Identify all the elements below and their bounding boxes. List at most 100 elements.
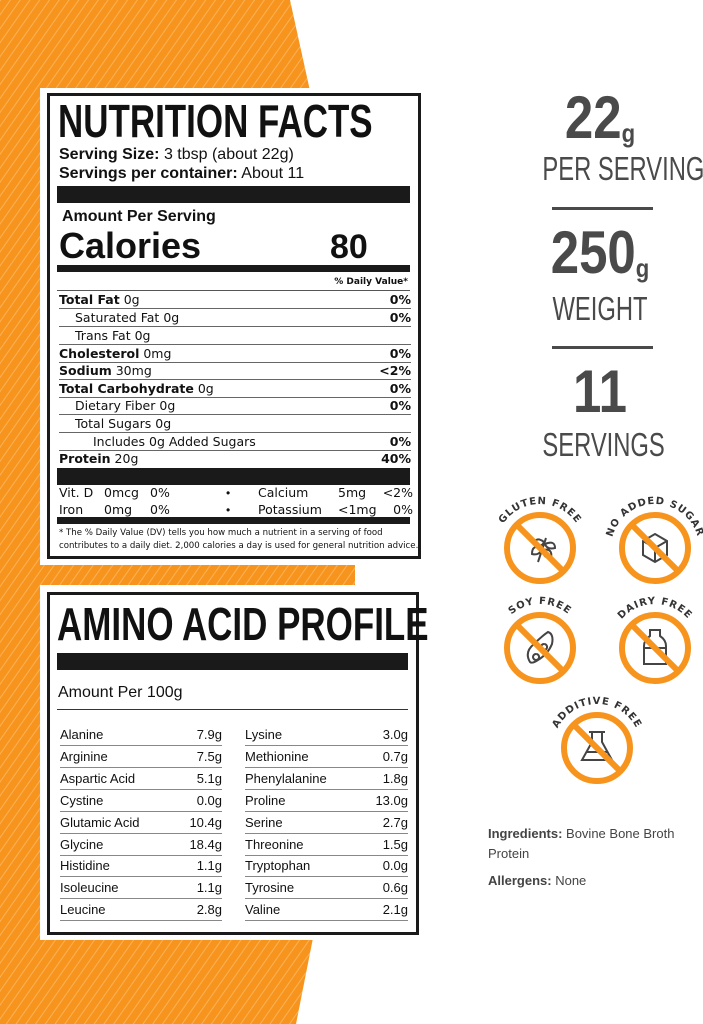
footnote-line-2: contributes to a daily diet. 2,000 calor… — [59, 541, 419, 551]
prohibition-slash-icon — [571, 722, 623, 774]
nutrient-name: Includes 0g Added Sugars — [93, 435, 256, 449]
amino-acid-amount: 0.6g — [382, 880, 408, 896]
nutrient-amount: 0g — [134, 328, 151, 343]
nutrient-daily-value: 0% — [389, 381, 411, 396]
micronutrient-amount: 0mg — [104, 502, 133, 517]
stat-number: 250 — [550, 219, 636, 286]
amino-acid-amount: 2.8g — [196, 902, 222, 918]
row-divider — [245, 766, 408, 768]
serving-size-label: Serving Size: — [59, 146, 160, 163]
nutrient-amount: 0g — [155, 416, 172, 431]
amino-acid-amount: 18.4g — [189, 836, 222, 852]
nutrient-label: Cholesterol — [59, 346, 140, 361]
nutrient-amount: 0g — [163, 310, 180, 325]
stat-label: WEIGHT — [552, 290, 648, 327]
nutrient-name: Saturated Fat 0g — [75, 311, 179, 325]
amino-acid-row: Serine 2.7g — [245, 812, 408, 834]
nutrient-label: Protein — [59, 451, 111, 466]
daily-value-header: % Daily Value* — [334, 277, 408, 287]
row-divider — [60, 832, 222, 834]
amino-acid-row: Aspartic Acid 5.1g — [60, 768, 222, 790]
prohibition-slash-icon — [514, 522, 566, 574]
nutrient-row: Dietary Fiber 0g 0% — [59, 397, 411, 415]
ingredients-label: Ingredients: — [488, 826, 563, 841]
amount-per-100g: Amount Per 100g — [58, 684, 183, 701]
row-divider — [245, 898, 408, 900]
medium-divider — [57, 517, 410, 524]
thick-divider — [57, 186, 410, 203]
prohibition-circle-icon — [504, 512, 576, 584]
row-divider — [59, 326, 411, 327]
amino-acid-row: Tryptophan 0.0g — [245, 855, 408, 878]
nutrient-name: Total Sugars 0g — [75, 417, 171, 431]
nutrient-amount: 0mg — [143, 346, 172, 361]
amino-acid-name: Alanine — [60, 727, 104, 742]
divider — [57, 709, 408, 710]
nutrient-row: Trans Fat 0g — [59, 327, 411, 345]
row-divider — [59, 432, 411, 433]
amino-acid-amount: 0.0g — [382, 858, 408, 874]
nutrient-row: Cholesterol 0mg 0% — [59, 345, 411, 363]
amino-acid-name: Proline — [245, 792, 286, 808]
calories-label: Calories — [59, 225, 202, 266]
nutrient-label: Total Fat — [59, 292, 120, 307]
amino-acid-row: Threonine 1.5g — [245, 834, 408, 856]
row-divider — [245, 832, 408, 834]
amino-acid-row: Histidine 1.1g — [60, 855, 222, 878]
amino-acid-amount: 1.8g — [382, 770, 408, 786]
nutrient-row: Protein 20g 40% — [59, 450, 411, 468]
row-divider — [245, 745, 408, 746]
micronutrient-amount2: 5mg — [338, 485, 367, 500]
stat-unit: g — [635, 253, 650, 283]
amino-acid-name: Glutamic Acid — [60, 814, 140, 830]
amino-acid-row: Glutamic Acid 10.4g — [60, 812, 222, 834]
amino-acid-row: Methionine 0.7g — [245, 746, 408, 768]
amino-acid-row: Phenylalanine 1.8g — [245, 768, 408, 790]
stat-unit: g — [621, 118, 636, 148]
nutrient-row: Includes 0g Added Sugars 0% — [59, 433, 411, 451]
nutrient-amount: 0g — [197, 381, 214, 396]
amino-acid-amount: 13.0g — [375, 792, 408, 808]
amino-acid-row: Cystine 0.0g — [60, 790, 222, 812]
nutrient-label: Trans Fat — [75, 328, 131, 343]
nutrient-label: Sodium — [59, 363, 112, 378]
badge-label: GLUTEN FREE — [497, 496, 583, 526]
nutrient-name: Cholesterol 0mg — [59, 347, 171, 361]
amino-acid-name: Methionine — [245, 748, 309, 764]
amino-acid-amount: 0.0g — [196, 792, 222, 808]
servings-label: Servings per container: — [59, 165, 238, 182]
micronutrient-name2: Calcium — [258, 485, 309, 500]
amino-acid-name: Phenylalanine — [245, 770, 327, 786]
nutrient-name: Trans Fat 0g — [75, 329, 150, 343]
stat-value: 11 — [532, 362, 668, 422]
ingredients-value: Bovine Bone Broth — [566, 826, 675, 841]
row-divider — [245, 788, 408, 790]
amino-acid-row: Tyrosine 0.6g — [245, 877, 408, 900]
row-divider — [245, 854, 408, 856]
stat-label: SERVINGS — [542, 426, 665, 463]
allergens-label: Allergens: — [488, 873, 552, 888]
badge-no-added-sugar: NO ADDED SUGAR — [605, 496, 703, 584]
amino-acid-name: Cystine — [60, 792, 104, 808]
amino-acid-border — [47, 592, 419, 935]
nutrient-daily-value: 0% — [389, 398, 411, 413]
micronutrient-amount2: <1mg — [338, 502, 377, 517]
stat-number: 11 — [573, 358, 627, 425]
serving-size-value: 3 tbsp (about 22g) — [163, 146, 294, 163]
amino-acid-row: Lysine 3.0g — [245, 724, 408, 746]
stat-divider — [552, 346, 653, 349]
stat-label: PER SERVING — [542, 150, 703, 187]
amino-acid-row: Isoleucine 1.1g — [60, 877, 222, 900]
amino-acid-name: Histidine — [60, 858, 110, 874]
stat-value: 250g — [532, 223, 668, 283]
micronutrient-name: Iron — [59, 502, 84, 517]
ingredients: Ingredients: Bovine Bone Broth Protein — [488, 824, 674, 864]
row-divider — [60, 854, 222, 856]
nutrient-daily-value: 0% — [389, 346, 411, 361]
row-divider — [59, 344, 411, 345]
stat-value: 22g — [532, 88, 668, 148]
row-divider — [59, 397, 411, 398]
badge-additive-free: ADDITIVE FREE — [550, 696, 643, 784]
amino-acid-amount: 1.5g — [382, 836, 408, 852]
